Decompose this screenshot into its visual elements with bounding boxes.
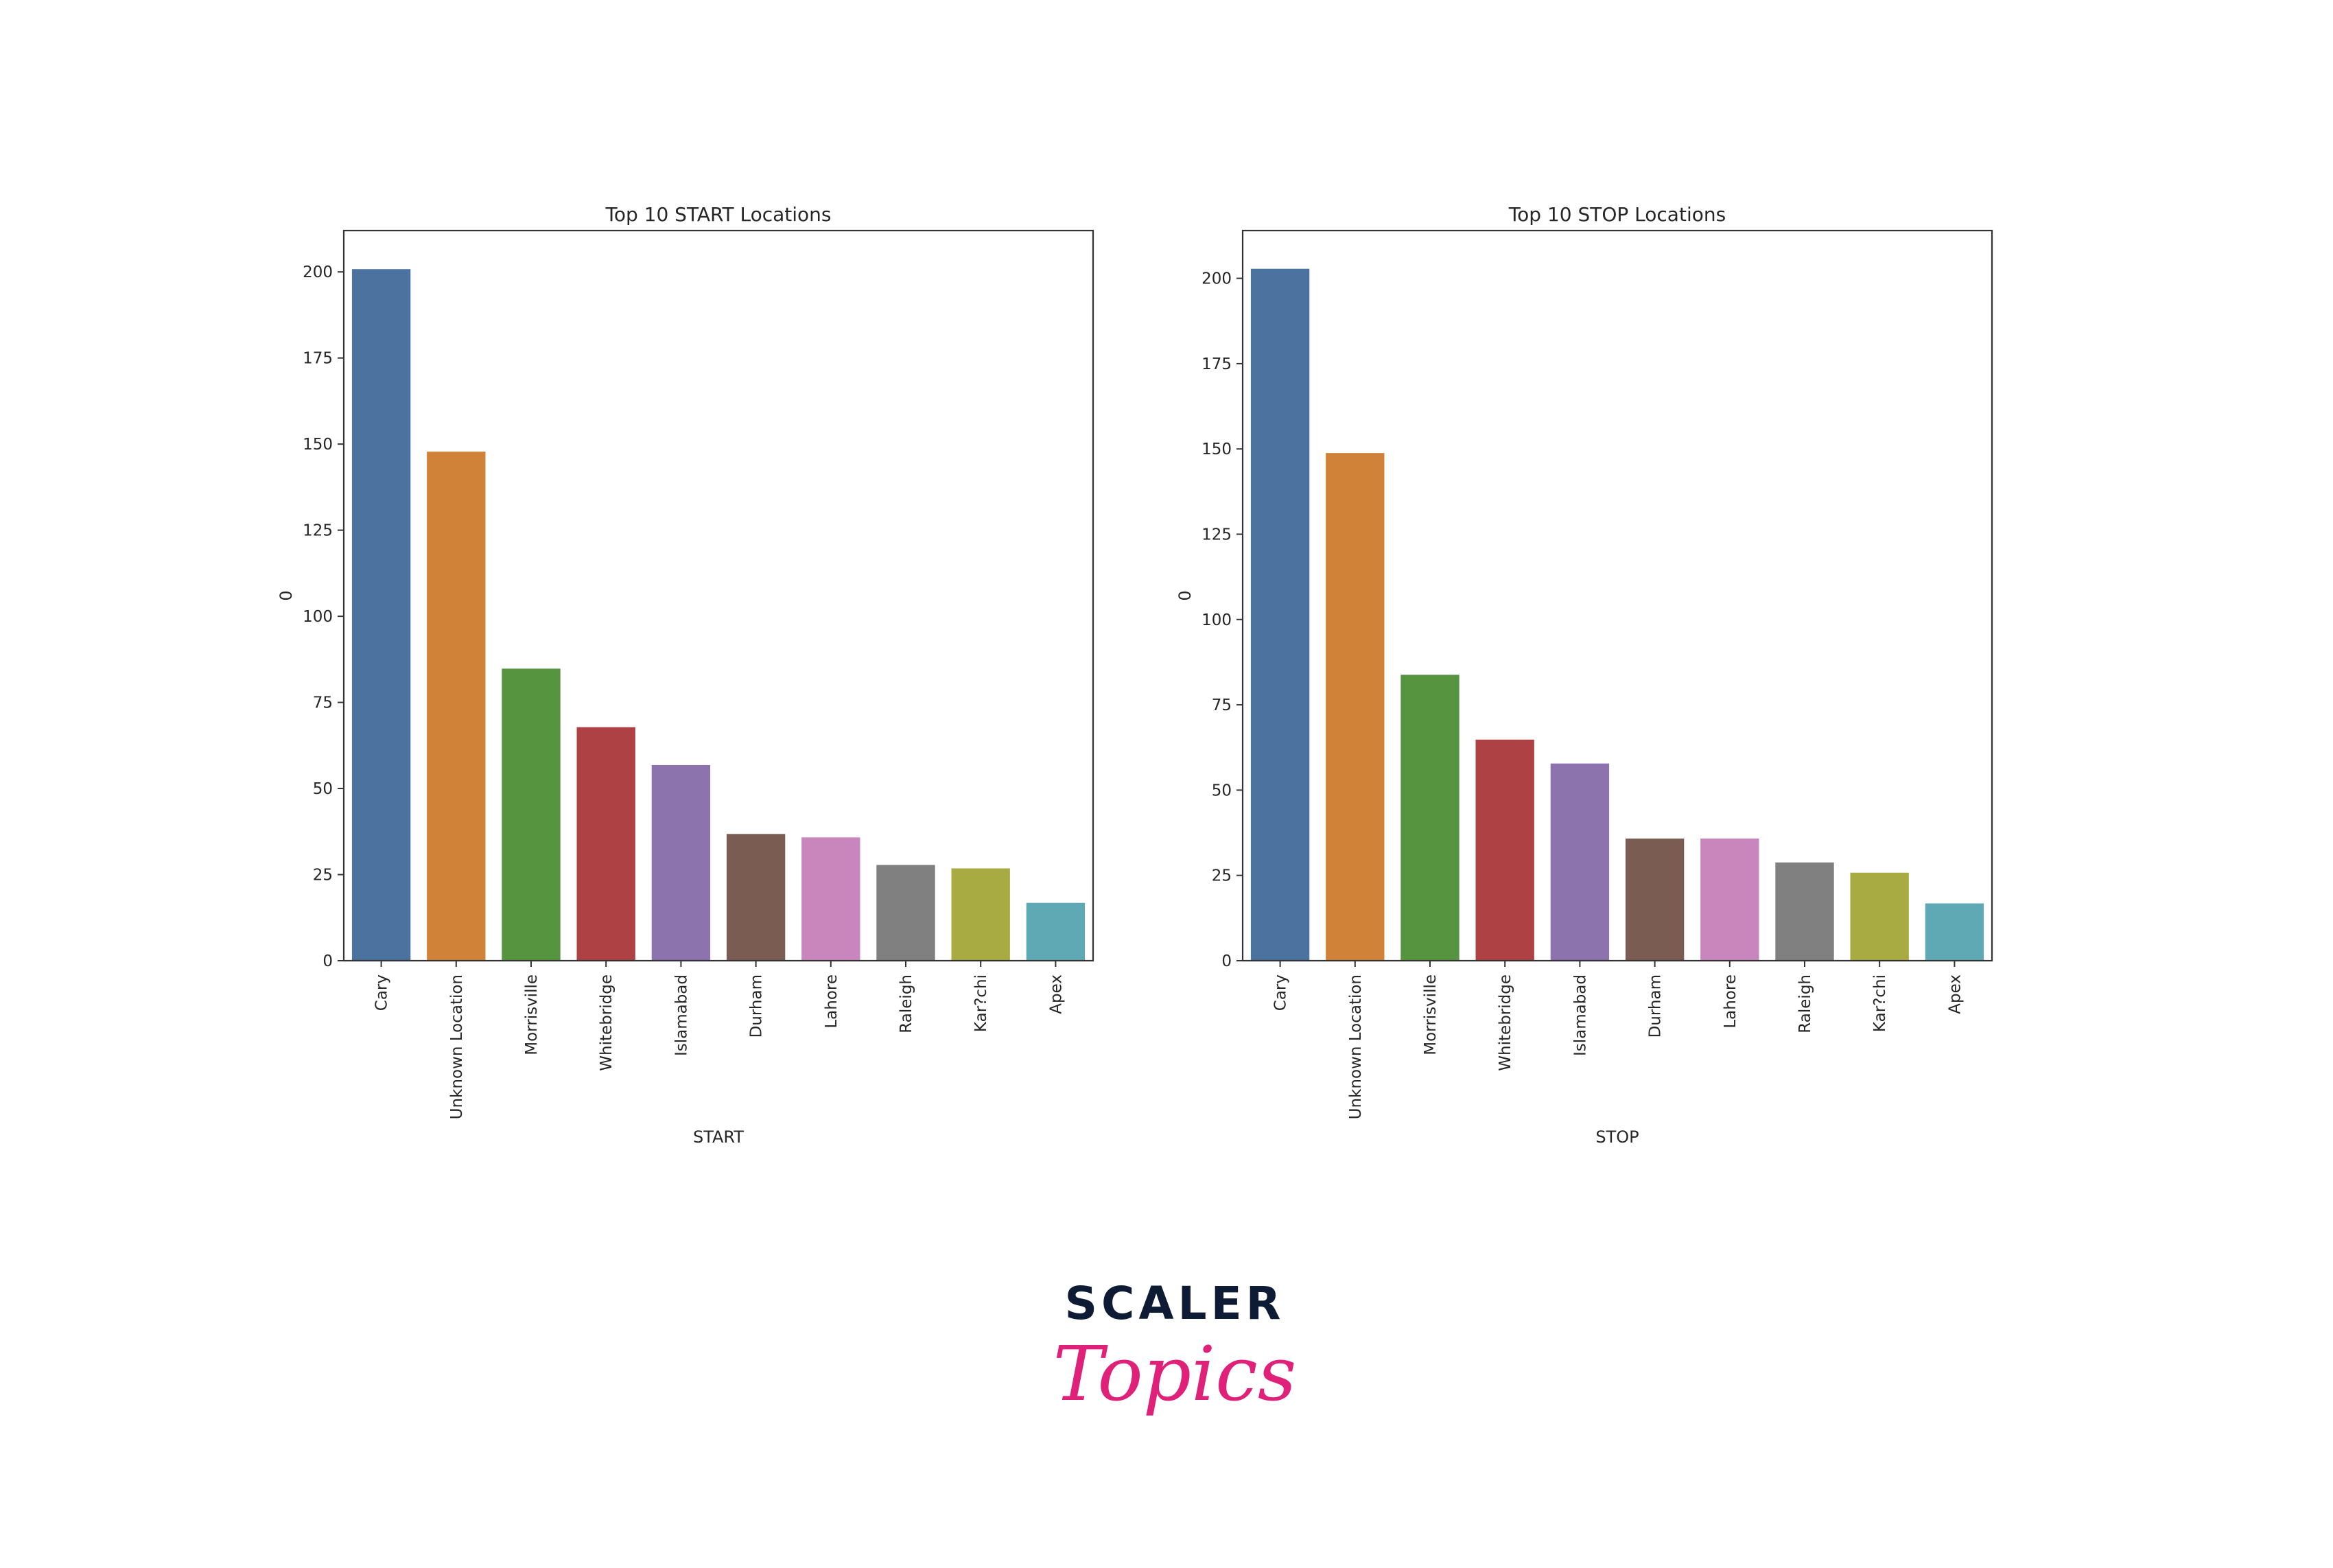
y-tick-label: 25 — [1212, 867, 1232, 885]
chart-title: Top 10 START Locations — [605, 203, 832, 226]
y-tick-label: 0 — [323, 952, 333, 970]
bar-morrisville — [500, 667, 562, 961]
bar-apex — [1923, 902, 1986, 962]
x-tick-label: Cary — [373, 974, 391, 1011]
bar-lahore — [800, 836, 862, 962]
start-locations-chart: 0 25 50 75 100 125 150 175 200 Cary Unknown Locati… — [277, 203, 1094, 1147]
y-tick-label: 200 — [303, 264, 333, 281]
bar-lahore — [1699, 837, 1761, 962]
x-axis-label: STOP — [1595, 1127, 1639, 1147]
y-tick-label: 200 — [1201, 270, 1232, 288]
x-tick-label: Islamabad — [1571, 974, 1589, 1056]
bar-cary — [1249, 267, 1311, 961]
x-tick-label: Cary — [1272, 974, 1290, 1011]
y-tick-label: 75 — [1212, 697, 1232, 714]
bar-cary — [350, 268, 412, 962]
y-axis-label: 0 — [277, 590, 296, 600]
y-tick-label: 150 — [1201, 441, 1232, 458]
x-axis-label: START — [693, 1127, 744, 1147]
x-tick-label: Apex — [1047, 974, 1065, 1014]
y-tick-label: 100 — [303, 608, 333, 626]
bar-kar-chi — [1849, 871, 1910, 962]
axes-frame — [342, 229, 1094, 962]
y-tick-label: 50 — [313, 780, 333, 798]
x-tick-label: Raleigh — [898, 974, 915, 1033]
y-tick-label: 50 — [1212, 782, 1232, 799]
y-tick-label: 125 — [1201, 526, 1232, 544]
stop-locations-chart: 0 25 50 75 100 125 150 175 200 Cary Unknown Locati… — [1175, 203, 1993, 1147]
axes-frame — [1241, 229, 1993, 962]
x-tick-label: Apex — [1946, 974, 1964, 1014]
bar-morrisville — [1399, 673, 1461, 962]
bar-apex — [1024, 901, 1087, 961]
x-tick-label: Durham — [1647, 974, 1665, 1038]
y-tick-label: 175 — [303, 350, 333, 368]
bar-unknown-location — [425, 450, 487, 961]
y-tick-label: 25 — [313, 867, 333, 885]
x-tick-label: Morrisville — [1422, 974, 1440, 1055]
y-tick-label: 75 — [313, 694, 333, 712]
bar-raleigh — [1774, 861, 1836, 962]
bar-whitebridge — [1474, 738, 1536, 961]
x-tick-label: Kar?chi — [1871, 974, 1889, 1032]
y-tick-label: 150 — [303, 436, 333, 454]
chart-title: Top 10 STOP Locations — [1508, 203, 1726, 226]
x-tick-label: Raleigh — [1796, 974, 1814, 1033]
x-tick-label: Lahore — [1722, 974, 1739, 1029]
bar-islamabad — [1549, 762, 1611, 962]
x-tick-label: Unknown Location — [1347, 974, 1365, 1119]
x-tick-label: Durham — [748, 974, 766, 1038]
scaler-topics-logo: SCALER Topics — [1053, 1277, 1297, 1418]
x-tick-label: Morrisville — [523, 974, 541, 1055]
y-tick-label: 175 — [1201, 355, 1232, 373]
y-axis-label: 0 — [1175, 590, 1195, 600]
y-tick-label: 100 — [1201, 611, 1232, 629]
bar-kar-chi — [950, 867, 1011, 962]
bar-islamabad — [650, 763, 712, 962]
x-tick-label: Lahore — [823, 974, 841, 1029]
y-tick-label: 0 — [1221, 952, 1232, 970]
logo-topics-text: Topics — [1053, 1330, 1297, 1418]
x-tick-label: Whitebridge — [1497, 974, 1514, 1071]
bar-whitebridge — [575, 725, 637, 962]
y-tick-label: 125 — [303, 522, 333, 540]
bar-durham — [725, 832, 787, 961]
bar-unknown-location — [1324, 452, 1386, 961]
bar-raleigh — [875, 863, 937, 961]
x-tick-label: Kar?chi — [972, 974, 990, 1032]
bar-durham — [1623, 837, 1686, 962]
x-tick-label: Whitebridge — [598, 974, 616, 1071]
logo-scaler-text: SCALER — [1064, 1277, 1285, 1330]
x-tick-label: Islamabad — [672, 974, 690, 1056]
x-tick-label: Unknown Location — [448, 974, 466, 1119]
